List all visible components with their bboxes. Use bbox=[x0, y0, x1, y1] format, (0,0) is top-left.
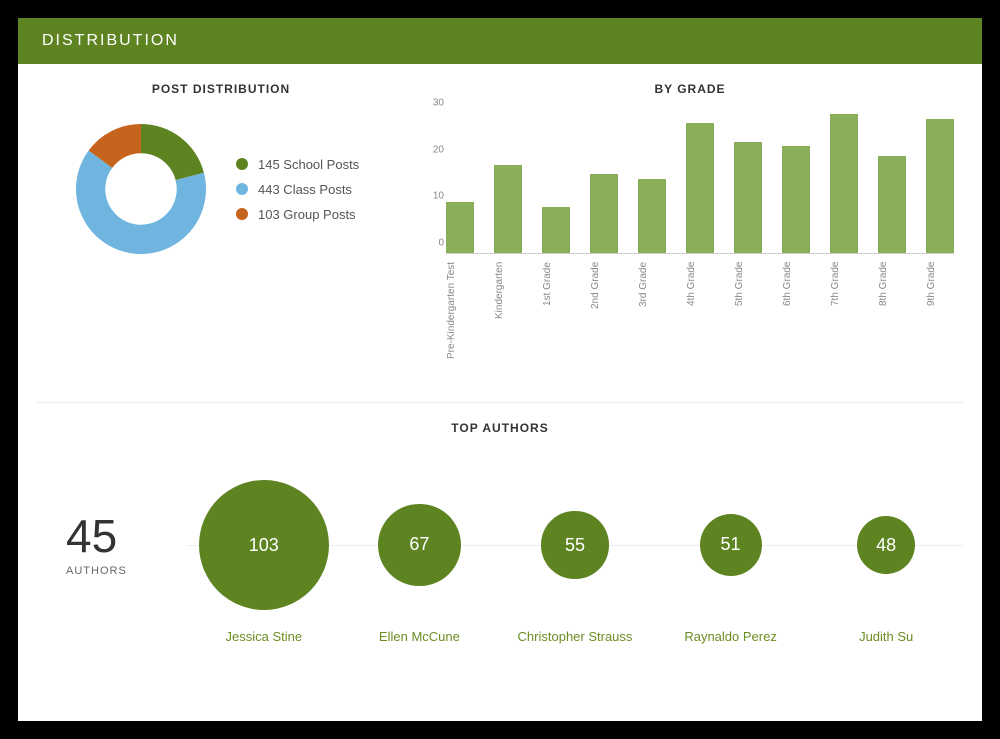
panel-content: POST DISTRIBUTION 145 School Posts 443 Cl… bbox=[18, 64, 982, 721]
y-tick: 20 bbox=[433, 144, 444, 155]
author-bubble: 55 bbox=[541, 511, 608, 578]
author-bubble-col: 55 bbox=[500, 511, 650, 578]
bar bbox=[494, 165, 522, 253]
author-bubble-col: 67 bbox=[344, 504, 494, 587]
x-label: 4th Grade bbox=[686, 262, 714, 382]
legend-item: 103 Group Posts bbox=[236, 207, 359, 222]
panel-header: DISTRIBUTION bbox=[18, 18, 982, 64]
legend-label: 145 School Posts bbox=[258, 157, 359, 172]
donut-slice bbox=[141, 124, 204, 180]
authors-row: 45 AUTHORS 103 67 55 51 48 bbox=[36, 465, 964, 625]
x-label: 6th Grade bbox=[782, 262, 810, 382]
y-axis: 0102030 bbox=[420, 114, 444, 254]
bar bbox=[830, 114, 858, 253]
y-tick: 0 bbox=[438, 238, 444, 249]
legend-label: 103 Group Posts bbox=[258, 207, 356, 222]
bar bbox=[542, 207, 570, 253]
legend-swatch bbox=[236, 208, 248, 220]
bar bbox=[878, 156, 906, 253]
author-bubbles: 103 67 55 51 48 bbox=[186, 475, 964, 615]
author-name: Ellen McCune bbox=[342, 629, 498, 644]
bar bbox=[446, 202, 474, 253]
top-authors-section: TOP AUTHORS 45 AUTHORS 103 67 55 51 48 Jessi… bbox=[36, 421, 964, 644]
author-names-row: Jessica StineEllen McCuneChristopher Str… bbox=[186, 629, 964, 644]
authors-total-label: AUTHORS bbox=[66, 565, 186, 577]
author-name: Jessica Stine bbox=[186, 629, 342, 644]
bars-container bbox=[446, 114, 954, 254]
author-name: Christopher Strauss bbox=[497, 629, 653, 644]
top-authors-title: TOP AUTHORS bbox=[36, 421, 964, 435]
bar bbox=[590, 174, 618, 253]
y-tick: 30 bbox=[433, 98, 444, 109]
author-bubble-col: 103 bbox=[189, 480, 339, 610]
section-divider bbox=[36, 402, 964, 403]
by-grade-section: BY GRADE 0102030 Pre-Kindergarten TestKi… bbox=[416, 82, 964, 382]
author-bubble-col: 48 bbox=[811, 516, 961, 574]
bar bbox=[686, 123, 714, 253]
panel-title: DISTRIBUTION bbox=[42, 32, 179, 49]
author-bubble-col: 51 bbox=[656, 514, 806, 576]
post-distribution-section: POST DISTRIBUTION 145 School Posts 443 Cl… bbox=[36, 82, 406, 382]
legend-label: 443 Class Posts bbox=[258, 182, 352, 197]
x-label: 5th Grade bbox=[734, 262, 762, 382]
author-bubble: 103 bbox=[199, 480, 329, 610]
authors-total-count: 45 bbox=[66, 513, 186, 559]
authors-count-block: 45 AUTHORS bbox=[36, 513, 186, 577]
legend-item: 145 School Posts bbox=[236, 157, 359, 172]
legend-swatch bbox=[236, 183, 248, 195]
x-labels: Pre-Kindergarten Test Kindergarten 1st Gra… bbox=[446, 262, 954, 382]
bar bbox=[638, 179, 666, 253]
author-bubble: 51 bbox=[700, 514, 762, 576]
x-label: Kindergarten bbox=[494, 262, 522, 382]
donut-wrap: 145 School Posts 443 Class Posts 103 Group… bbox=[36, 114, 406, 264]
x-label: 1st Grade bbox=[542, 262, 570, 382]
bar bbox=[926, 119, 954, 253]
distribution-panel: DISTRIBUTION POST DISTRIBUTION 145 Schoo… bbox=[18, 18, 982, 721]
top-row: POST DISTRIBUTION 145 School Posts 443 Cl… bbox=[36, 82, 964, 382]
bar bbox=[734, 142, 762, 253]
donut-legend: 145 School Posts 443 Class Posts 103 Group… bbox=[236, 147, 359, 232]
y-tick: 10 bbox=[433, 191, 444, 202]
legend-swatch bbox=[236, 158, 248, 170]
post-distribution-title: POST DISTRIBUTION bbox=[36, 82, 406, 96]
author-bubble: 48 bbox=[857, 516, 915, 574]
x-label: Pre-Kindergarten Test bbox=[446, 262, 474, 382]
bar bbox=[782, 146, 810, 253]
x-label: 7th Grade bbox=[830, 262, 858, 382]
legend-item: 443 Class Posts bbox=[236, 182, 359, 197]
by-grade-title: BY GRADE bbox=[416, 82, 964, 96]
x-label: 9th Grade bbox=[926, 262, 954, 382]
bar-chart: 0102030 bbox=[446, 114, 954, 254]
donut-chart bbox=[66, 114, 216, 264]
author-name: Raynaldo Perez bbox=[653, 629, 809, 644]
author-name: Judith Su bbox=[808, 629, 964, 644]
author-bubble: 67 bbox=[378, 504, 461, 587]
x-label: 8th Grade bbox=[878, 262, 906, 382]
x-label: 3rd Grade bbox=[638, 262, 666, 382]
x-label: 2nd Grade bbox=[590, 262, 618, 382]
